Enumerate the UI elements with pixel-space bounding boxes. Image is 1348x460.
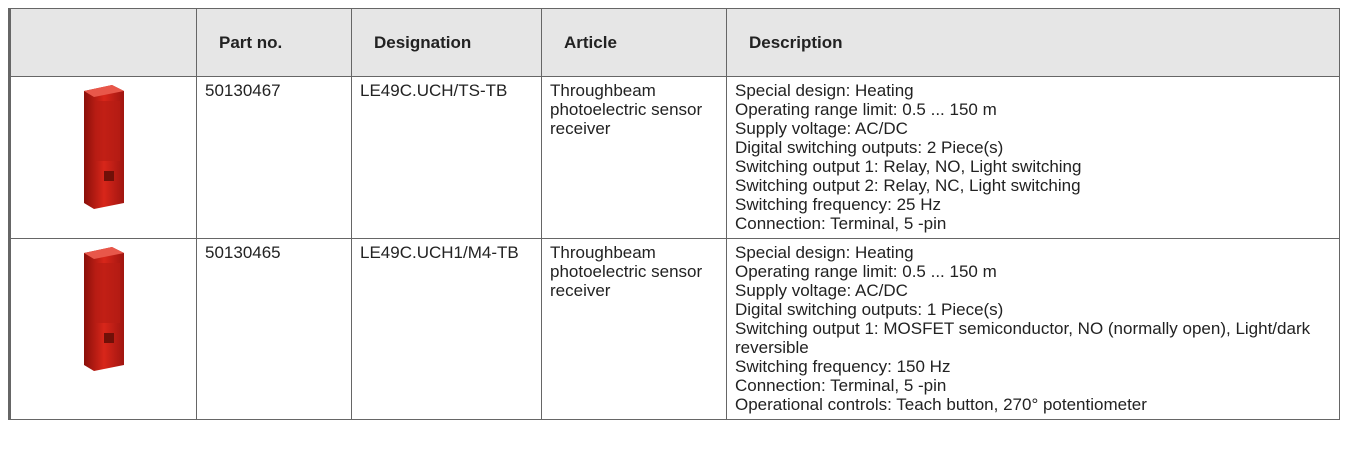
description-line: Special design: Heating xyxy=(735,81,914,100)
description: Special design: Heating Operating range l… xyxy=(726,76,1340,239)
article: Throughbeam photoelectric sensor receive… xyxy=(541,238,727,420)
header-cell: Designation xyxy=(351,8,542,77)
description-line: Operating range limit: 0.5 ... 150 m xyxy=(735,262,997,281)
description-line: Switching frequency: 150 Hz xyxy=(735,357,951,376)
description-line: Switching frequency: 25 Hz xyxy=(735,195,941,214)
header-cell: Article xyxy=(541,8,727,77)
product-row: 50130465 LE49C.UCH1/M4-TB Throughbeam phot… xyxy=(8,238,1340,420)
image-cell xyxy=(8,76,197,239)
part-no: 50130467 xyxy=(196,76,352,239)
description: Special design: Heating Operating range l… xyxy=(726,238,1340,420)
description-line: Supply voltage: AC/DC xyxy=(735,119,908,138)
description-line: Supply voltage: AC/DC xyxy=(735,281,908,300)
description-line: Digital switching outputs: 1 Piece(s) xyxy=(735,300,1004,319)
header-cell: Part no. xyxy=(196,8,352,77)
product-image xyxy=(83,247,124,371)
product-row: 50130467 LE49C.UCH/TS-TB Throughbeam photo… xyxy=(8,76,1340,239)
header-cell: Description xyxy=(726,8,1340,77)
description-line: Digital switching outputs: 2 Piece(s) xyxy=(735,138,1004,157)
description-line: Switching output 1: MOSFET semiconductor… xyxy=(735,319,1311,357)
header-row: Part no. Designation Article Description xyxy=(8,8,1340,77)
description-line: Connection: Terminal, 5 -pin xyxy=(735,376,947,395)
header-cell xyxy=(8,8,197,77)
designation: LE49C.UCH1/M4-TB xyxy=(351,238,542,420)
description-line: Connection: Terminal, 5 -pin xyxy=(735,214,947,233)
description-line: Switching output 1: Relay, NO, Light swi… xyxy=(735,157,1082,176)
article: Throughbeam photoelectric sensor receive… xyxy=(541,76,727,239)
description-line: Special design: Heating xyxy=(735,243,914,262)
product-table: Part no. Designation Article Description… xyxy=(8,8,1340,420)
product-image xyxy=(83,85,124,209)
description-line: Operational controls: Teach button, 270°… xyxy=(735,395,1147,414)
description-line: Operating range limit: 0.5 ... 150 m xyxy=(735,100,997,119)
description-line: Switching output 2: Relay, NC, Light swi… xyxy=(735,176,1081,195)
designation: LE49C.UCH/TS-TB xyxy=(351,76,542,239)
image-cell xyxy=(8,238,197,420)
part-no: 50130465 xyxy=(196,238,352,420)
